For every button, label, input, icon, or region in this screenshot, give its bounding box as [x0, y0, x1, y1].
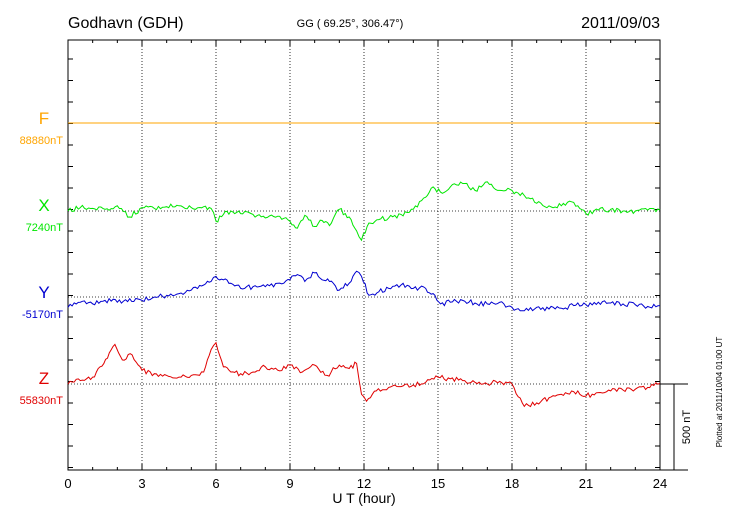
channel-label-x: X	[38, 196, 49, 215]
scale-bar: 500 nT	[660, 383, 693, 471]
station-title: Godhavn (GDH)	[68, 15, 184, 32]
channel-label-y: Y	[38, 283, 49, 302]
baseline-value-z: 55830nT	[20, 395, 64, 407]
station-coords: GG ( 69.25°, 306.47°)	[297, 18, 404, 30]
series-line-z	[67, 341, 661, 408]
channel-label-f: F	[39, 109, 49, 128]
plot-date: 2011/09/03	[581, 15, 660, 32]
x-tick-label: 3	[138, 476, 145, 491]
x-tick-label: 9	[286, 476, 293, 491]
x-tick-label: 0	[64, 476, 71, 491]
plotted-at-note: Plotted at 2011/10/04 01:00 UT	[715, 337, 724, 448]
channel-label-z: Z	[39, 369, 49, 388]
series-line-y	[67, 270, 661, 312]
x-tick-label: 6	[212, 476, 219, 491]
grid-layer	[67, 40, 661, 470]
x-tick-label: 24	[653, 476, 667, 491]
x-tick-label: 21	[579, 476, 593, 491]
baseline-value-x: 7240nT	[26, 222, 64, 234]
x-tick-labels: 0 3 6 9 12 15 18 21 24	[64, 476, 667, 491]
label-layer: F 88880nT X 7240nT Y -5170nT Z 55830nT	[20, 109, 64, 407]
series-layer	[67, 122, 661, 408]
x-tick-label: 15	[431, 476, 445, 491]
x-tick-label: 12	[357, 476, 371, 491]
plot-frame	[67, 39, 661, 471]
baseline-value-y: -5170nT	[22, 309, 63, 321]
x-tick-label: 18	[505, 476, 519, 491]
scale-bar-label: 500 nT	[681, 410, 693, 445]
baseline-value-f: 88880nT	[20, 135, 64, 147]
x-axis-label: U T (hour)	[332, 490, 395, 506]
series-line-x	[67, 181, 661, 242]
